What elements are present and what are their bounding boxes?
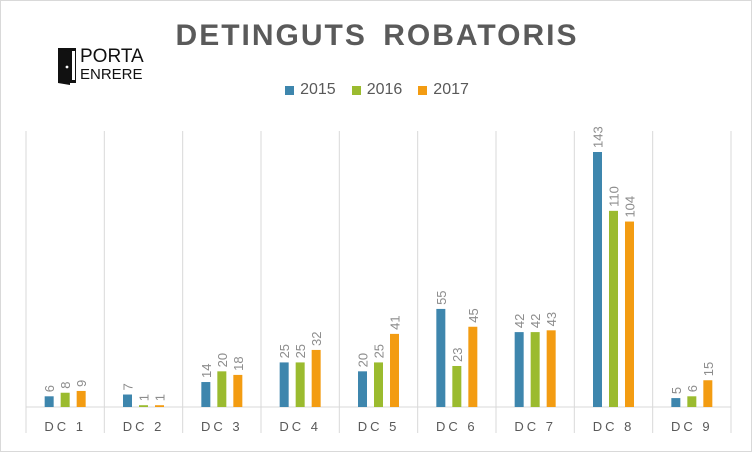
data-label: 25 [372,344,387,358]
x-tick-label: DC 8 [593,419,635,434]
data-label: 18 [231,356,246,370]
bar-2016-dc4 [295,362,305,407]
bar-2017-dc3 [233,374,243,407]
bar-2017-dc4 [311,349,321,407]
logo-text-enrere: ENRERE [80,66,143,83]
bar-2016-dc9 [687,396,697,407]
data-label: 1 [153,394,168,401]
x-tick-label: DC 7 [514,419,556,434]
legend-swatch-2016 [351,85,361,95]
x-tick-label: DC 9 [671,419,713,434]
x-tick-label: DC 6 [436,419,478,434]
data-label: 9 [74,380,89,387]
data-label: 45 [466,308,481,322]
bar-2016-dc6 [452,365,462,407]
bar-2017-dc5 [390,333,399,407]
data-label: 7 [121,383,136,390]
legend-label-2017: 2017 [433,81,469,98]
bar-2015-dc2 [123,394,132,407]
bar-2016-dc8 [609,210,618,407]
x-tick-label: DC 2 [123,419,165,434]
data-label: 14 [199,364,214,378]
data-label: 1 [137,394,152,401]
data-label: 6 [685,385,700,392]
porta-enrere-logo: PORTA ENRERE [56,45,146,87]
x-tick-label: DC 1 [44,419,86,434]
door-icon [58,48,76,85]
data-label: 25 [277,344,292,358]
bar-2017-dc1 [76,390,86,407]
data-label: 143 [591,126,606,148]
logo-text-porta: PORTA [80,46,144,67]
bar-2017-dc2 [155,405,164,407]
legend-swatch-2017 [418,85,428,95]
data-label: 5 [669,387,684,394]
bar-2016-dc3 [217,371,227,407]
data-label: 55 [434,290,449,304]
bar-2015-dc3 [201,382,211,407]
legend-label-2015: 2015 [300,81,336,98]
bar-2016-dc5 [374,362,383,407]
bar-2015-dc4 [279,362,289,407]
x-tick-label: DC 5 [358,419,400,434]
data-label: 32 [309,331,324,345]
data-label: 43 [544,312,559,326]
data-label: 25 [293,344,308,358]
bar-2015-dc8 [593,152,602,407]
legend-item-2015: 2015 [285,81,336,99]
legend-item-2016: 2016 [351,81,403,99]
bar-2017-dc9 [703,380,713,407]
x-tick-label: DC 4 [279,419,321,434]
data-label: 41 [388,315,403,329]
bar-2017-dc7 [546,330,556,407]
bar-2016-dc1 [60,392,70,407]
bar-2015-dc9 [671,398,681,407]
data-label: 20 [215,353,230,367]
data-label: 23 [450,348,465,362]
data-label: 6 [42,385,57,392]
legend-item-2017: 2017 [418,81,469,99]
bar-2016-dc7 [530,332,540,407]
chart-legend: 2015 2016 2017 [1,81,751,99]
bar-2015-dc1 [44,396,54,407]
bar-2015-dc6 [436,308,446,407]
data-label: 104 [623,196,638,218]
bar-2015-dc5 [358,371,367,407]
data-label: 8 [58,381,73,388]
bar-2016-dc2 [139,405,148,407]
data-label: 110 [607,186,622,207]
data-label: 20 [356,353,371,367]
data-label: 42 [512,314,527,328]
x-tick-label: DC 3 [201,419,243,434]
bar-2017-dc8 [625,221,634,407]
data-label: 42 [528,314,543,328]
legend-swatch-2015 [285,85,295,95]
chart-title: DETINGUTS ROBATORIS [175,19,579,52]
data-label: 15 [701,362,716,376]
bar-2015-dc7 [514,332,524,407]
bar-2017-dc6 [468,326,478,407]
legend-label-2016: 2016 [366,81,403,98]
